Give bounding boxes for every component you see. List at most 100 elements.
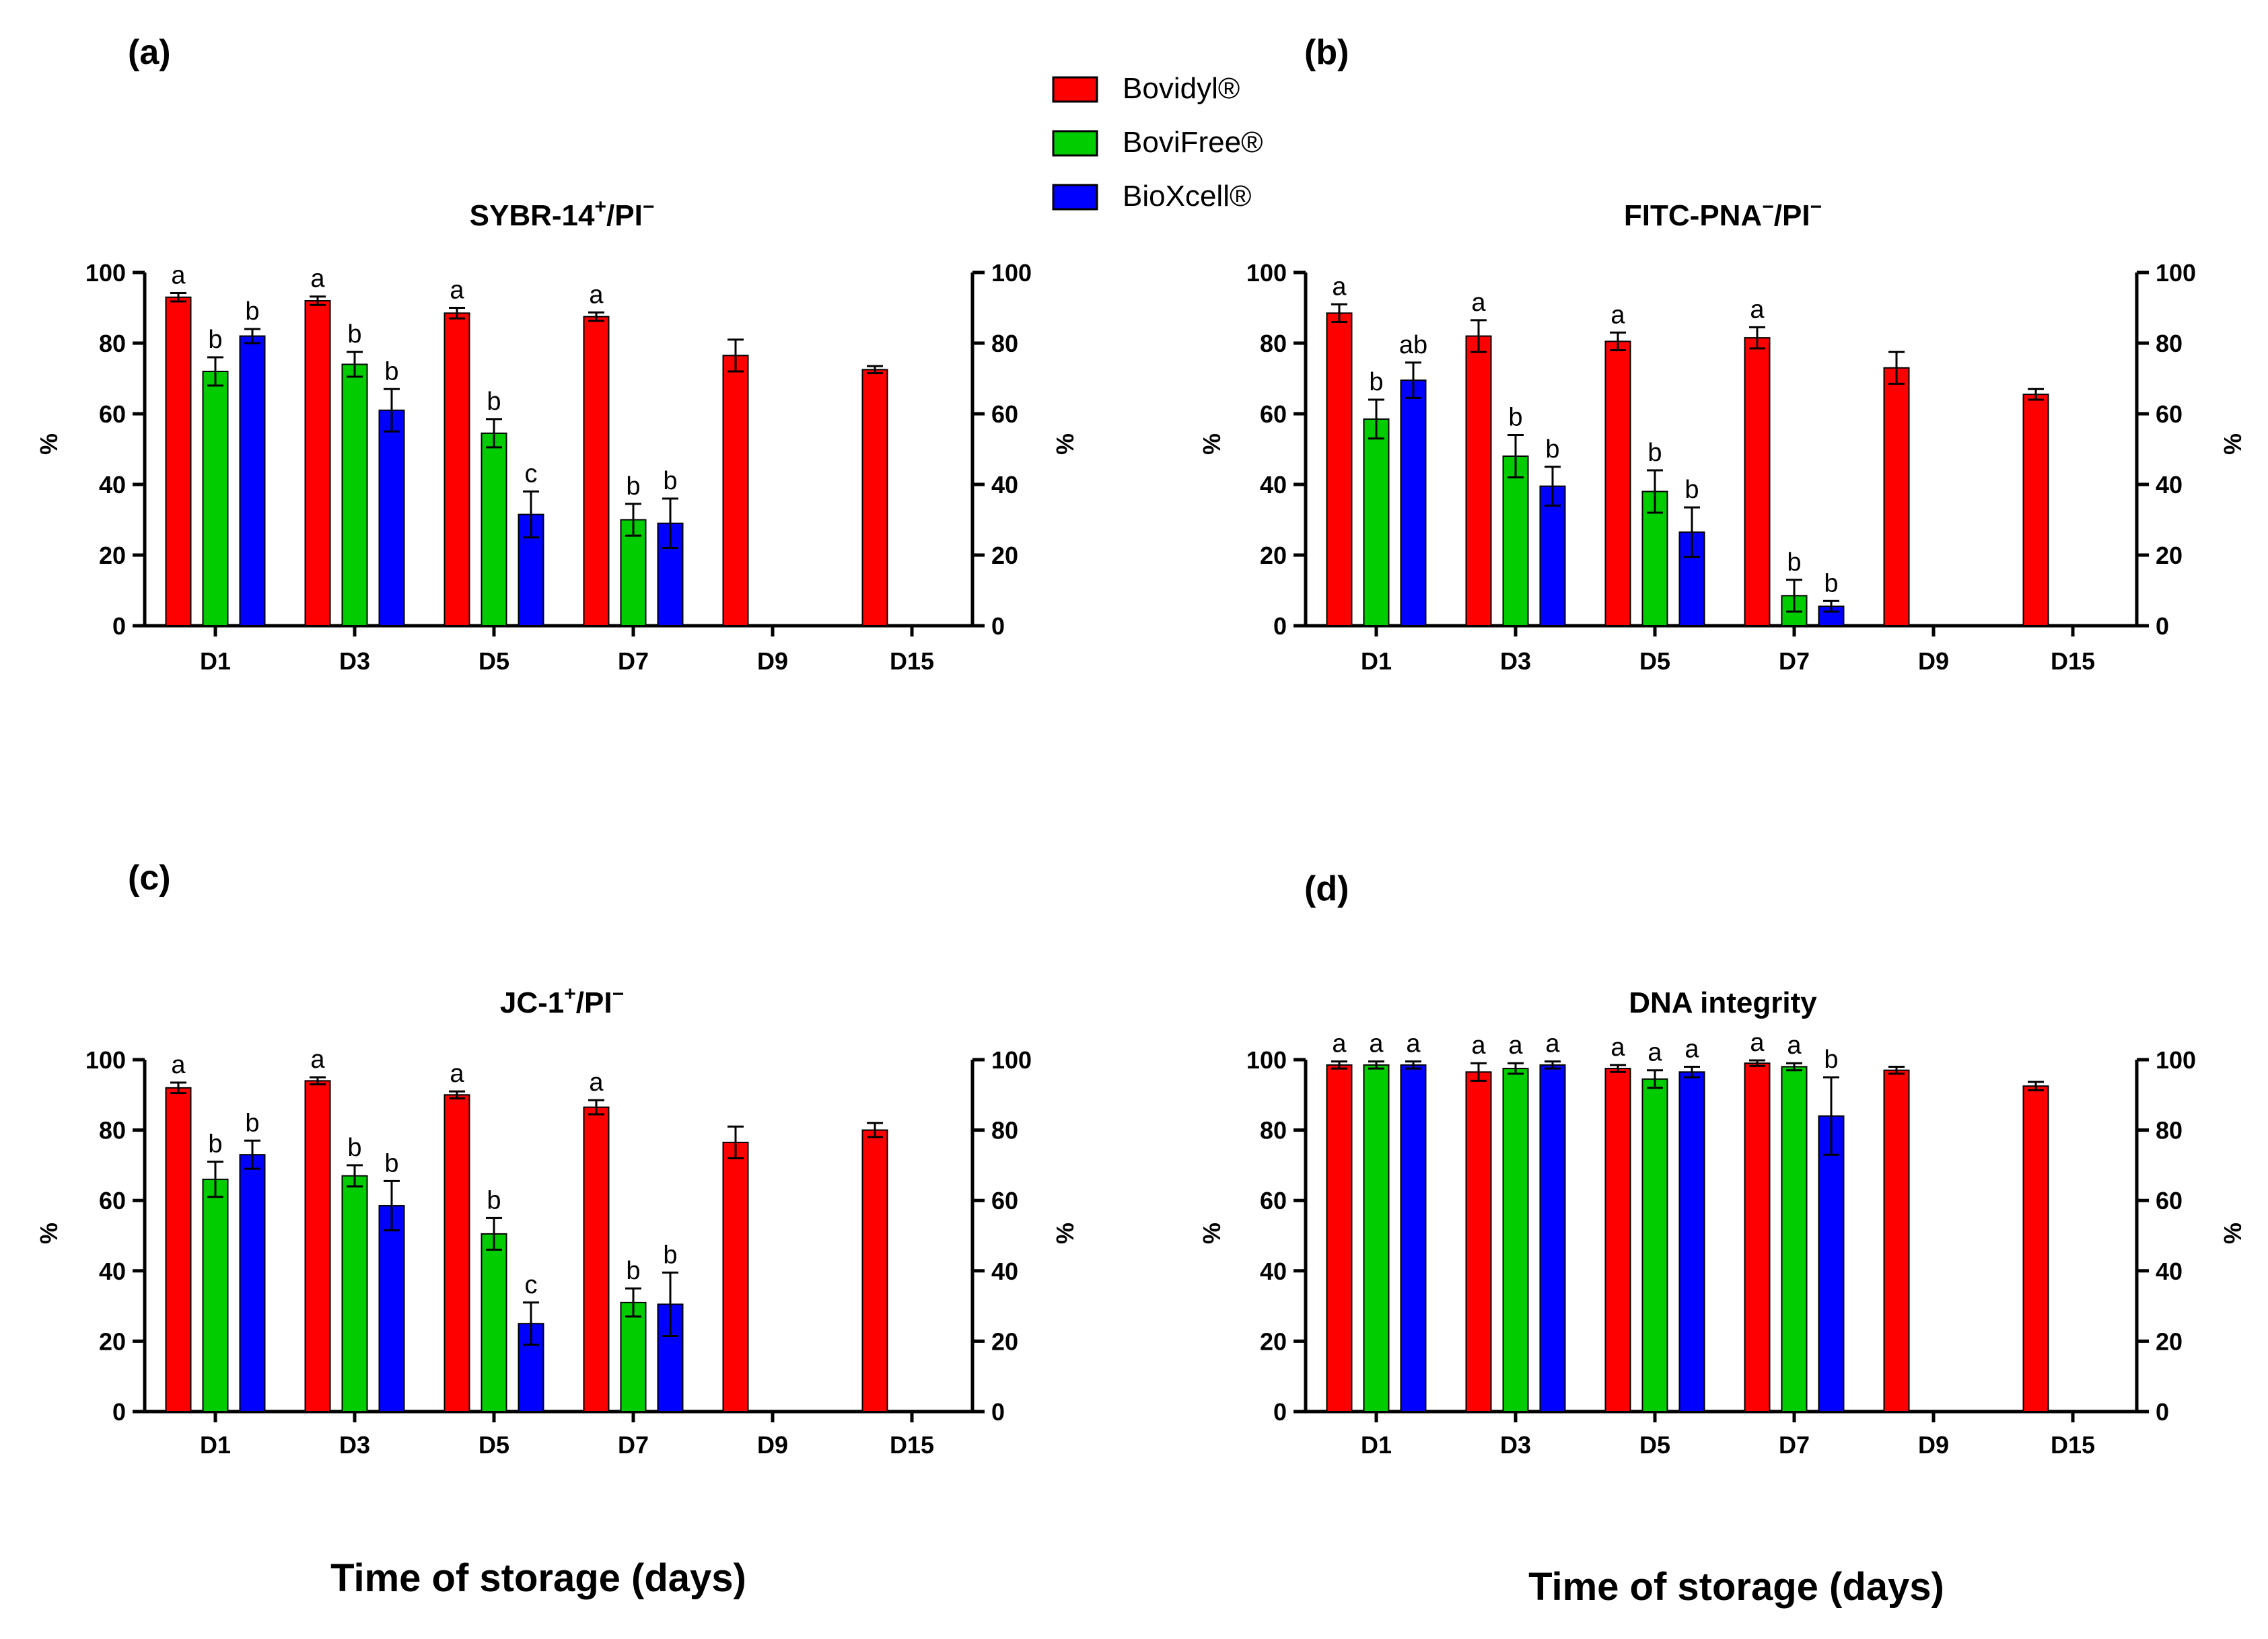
bar-bovidyl-d3 bbox=[304, 1080, 331, 1412]
y-tick-label-right: 20 bbox=[2156, 542, 2183, 569]
panel-0: (a) SYBR-14+/PI− 0 0 20 20 40 40 60 60 80 80 100 100%… bbox=[35, 33, 1079, 675]
significance-letter: b bbox=[626, 1257, 640, 1285]
significance-letter: a bbox=[1471, 1031, 1486, 1060]
bar-bovidyl-d7 bbox=[583, 1106, 610, 1412]
y-tick-label-right: 60 bbox=[991, 400, 1018, 428]
panel-label: (c) bbox=[128, 859, 171, 898]
bar-bioxcell-d1 bbox=[239, 1154, 266, 1412]
x-tick-label: D15 bbox=[890, 1431, 934, 1459]
y-tick-label-left: 20 bbox=[99, 542, 126, 569]
legend-label-2: BioXcell® bbox=[1123, 180, 1251, 213]
significance-letter: a bbox=[1545, 1030, 1560, 1058]
title-sup-2: − bbox=[1810, 196, 1822, 218]
bar-bovifree-d3 bbox=[1502, 456, 1529, 626]
y-tick-label-left: 0 bbox=[1273, 1398, 1287, 1426]
bar-bovidyl-d7 bbox=[1744, 337, 1771, 626]
significance-letter: b bbox=[208, 326, 222, 354]
bar-bovidyl-d5 bbox=[444, 1094, 470, 1413]
x-tick-label: D1 bbox=[200, 647, 231, 675]
panel-label: (a) bbox=[128, 33, 171, 72]
bar-bovifree-d7 bbox=[620, 1301, 647, 1412]
x-tick-label: D3 bbox=[1500, 1431, 1531, 1459]
significance-letter: a bbox=[1750, 1029, 1765, 1057]
significance-letter: a bbox=[1369, 1030, 1384, 1058]
significance-letter: b bbox=[245, 1109, 259, 1137]
significance-letter: b bbox=[1508, 404, 1522, 432]
y-tick-label-right: 20 bbox=[991, 542, 1018, 569]
significance-letter: b bbox=[245, 297, 259, 326]
y-tick-label-right: 100 bbox=[991, 259, 1032, 287]
x-tick-label: D3 bbox=[339, 647, 370, 675]
legend-label-1: BoviFree® bbox=[1123, 126, 1263, 159]
significance-letter: a bbox=[1647, 1039, 1662, 1067]
title-main: DNA integrity bbox=[1629, 986, 1817, 1019]
significance-letter: b bbox=[1787, 548, 1801, 577]
bar-bioxcell-d7 bbox=[1818, 1115, 1845, 1413]
x-tick-label: D1 bbox=[1361, 1431, 1392, 1459]
y-tick-label-left: 0 bbox=[112, 612, 126, 640]
bar-bovidyl-d9 bbox=[1883, 1069, 1910, 1412]
significance-letter: a bbox=[1406, 1030, 1421, 1058]
x-tick-label: D5 bbox=[479, 1431, 509, 1459]
y-tick-label-left: 100 bbox=[85, 259, 126, 287]
title-sup-2: − bbox=[612, 983, 625, 1005]
bar-bovifree-d1 bbox=[202, 1178, 229, 1412]
bar-bovifree-d3 bbox=[341, 1175, 368, 1412]
title-mid: /PI bbox=[1774, 199, 1810, 232]
x-tick-label: D5 bbox=[479, 647, 509, 675]
y-tick-label-left: 40 bbox=[1260, 1258, 1287, 1285]
y-tick-label-left: 20 bbox=[1260, 542, 1287, 569]
legend-swatch-1 bbox=[1052, 130, 1098, 157]
y-axis-label-left: % bbox=[35, 433, 63, 455]
x-axis-label-right: Time of storage (days) bbox=[1528, 1565, 1944, 1609]
y-tick-label-left: 40 bbox=[1260, 471, 1287, 499]
y-tick-label-right: 0 bbox=[2156, 1398, 2169, 1426]
y-tick-label-left: 80 bbox=[99, 1117, 126, 1144]
significance-letter: a bbox=[589, 1068, 604, 1097]
bar-bovidyl-d9 bbox=[722, 355, 749, 626]
bar-bovidyl-d3 bbox=[1465, 335, 1492, 626]
significance-letter: b bbox=[626, 472, 640, 501]
panel-3: (d) DNA integrity 0 0 20 20 40 40 60 60 80 80 100 100… bbox=[1198, 869, 2246, 1459]
significance-letter: b bbox=[347, 1134, 361, 1162]
legend: Bovidyl® BoviFree® BioXcell® bbox=[1052, 72, 1263, 213]
x-tick-label: D1 bbox=[1361, 647, 1392, 675]
significance-letter: b bbox=[663, 467, 677, 495]
x-tick-label: D5 bbox=[1639, 647, 1670, 675]
significance-letter: b bbox=[1824, 569, 1838, 597]
bar-bovidyl-d15 bbox=[861, 1129, 888, 1412]
title-sup-2: − bbox=[643, 196, 655, 218]
bar-bovifree-d5 bbox=[481, 432, 507, 626]
y-tick-label-right: 40 bbox=[991, 471, 1018, 499]
bar-bioxcell-d3 bbox=[1539, 1064, 1566, 1412]
bar-bovidyl-d5 bbox=[1604, 340, 1631, 626]
y-tick-label-right: 60 bbox=[2156, 400, 2183, 428]
y-tick-label-left: 0 bbox=[1273, 612, 1287, 640]
y-tick-label-right: 40 bbox=[2156, 471, 2183, 499]
bar-bioxcell-d3 bbox=[1539, 485, 1566, 626]
bar-bioxcell-d1 bbox=[239, 335, 266, 626]
x-tick-label: D9 bbox=[757, 647, 788, 675]
bar-bovifree-d1 bbox=[1363, 1064, 1390, 1412]
significance-letter: ab bbox=[1399, 331, 1427, 359]
y-axis-label-right: % bbox=[1051, 1223, 1079, 1244]
bar-bovidyl-d3 bbox=[304, 300, 331, 626]
legend-swatch-0 bbox=[1052, 76, 1098, 103]
y-tick-label-left: 20 bbox=[1260, 1327, 1287, 1355]
x-tick-label: D15 bbox=[2051, 1431, 2095, 1459]
x-tick-label: D1 bbox=[200, 1431, 231, 1459]
significance-letter: a bbox=[1471, 289, 1486, 317]
y-tick-label-left: 20 bbox=[99, 1327, 126, 1355]
y-tick-label-left: 100 bbox=[1246, 1046, 1287, 1074]
x-axis-label-left: Time of storage (days) bbox=[330, 1556, 746, 1600]
legend-swatch-2 bbox=[1052, 184, 1098, 211]
x-tick-label: D3 bbox=[1500, 647, 1531, 675]
bar-bovidyl-d1 bbox=[165, 296, 192, 626]
y-tick-label-left: 60 bbox=[1260, 1187, 1287, 1214]
title-mid: /PI bbox=[606, 199, 643, 232]
bar-bovifree-d5 bbox=[1641, 1078, 1668, 1412]
panel-title: FITC-PNA−/PI− bbox=[1624, 196, 1822, 232]
bar-bovidyl-d5 bbox=[444, 312, 470, 626]
title-sup-1: + bbox=[594, 196, 606, 218]
